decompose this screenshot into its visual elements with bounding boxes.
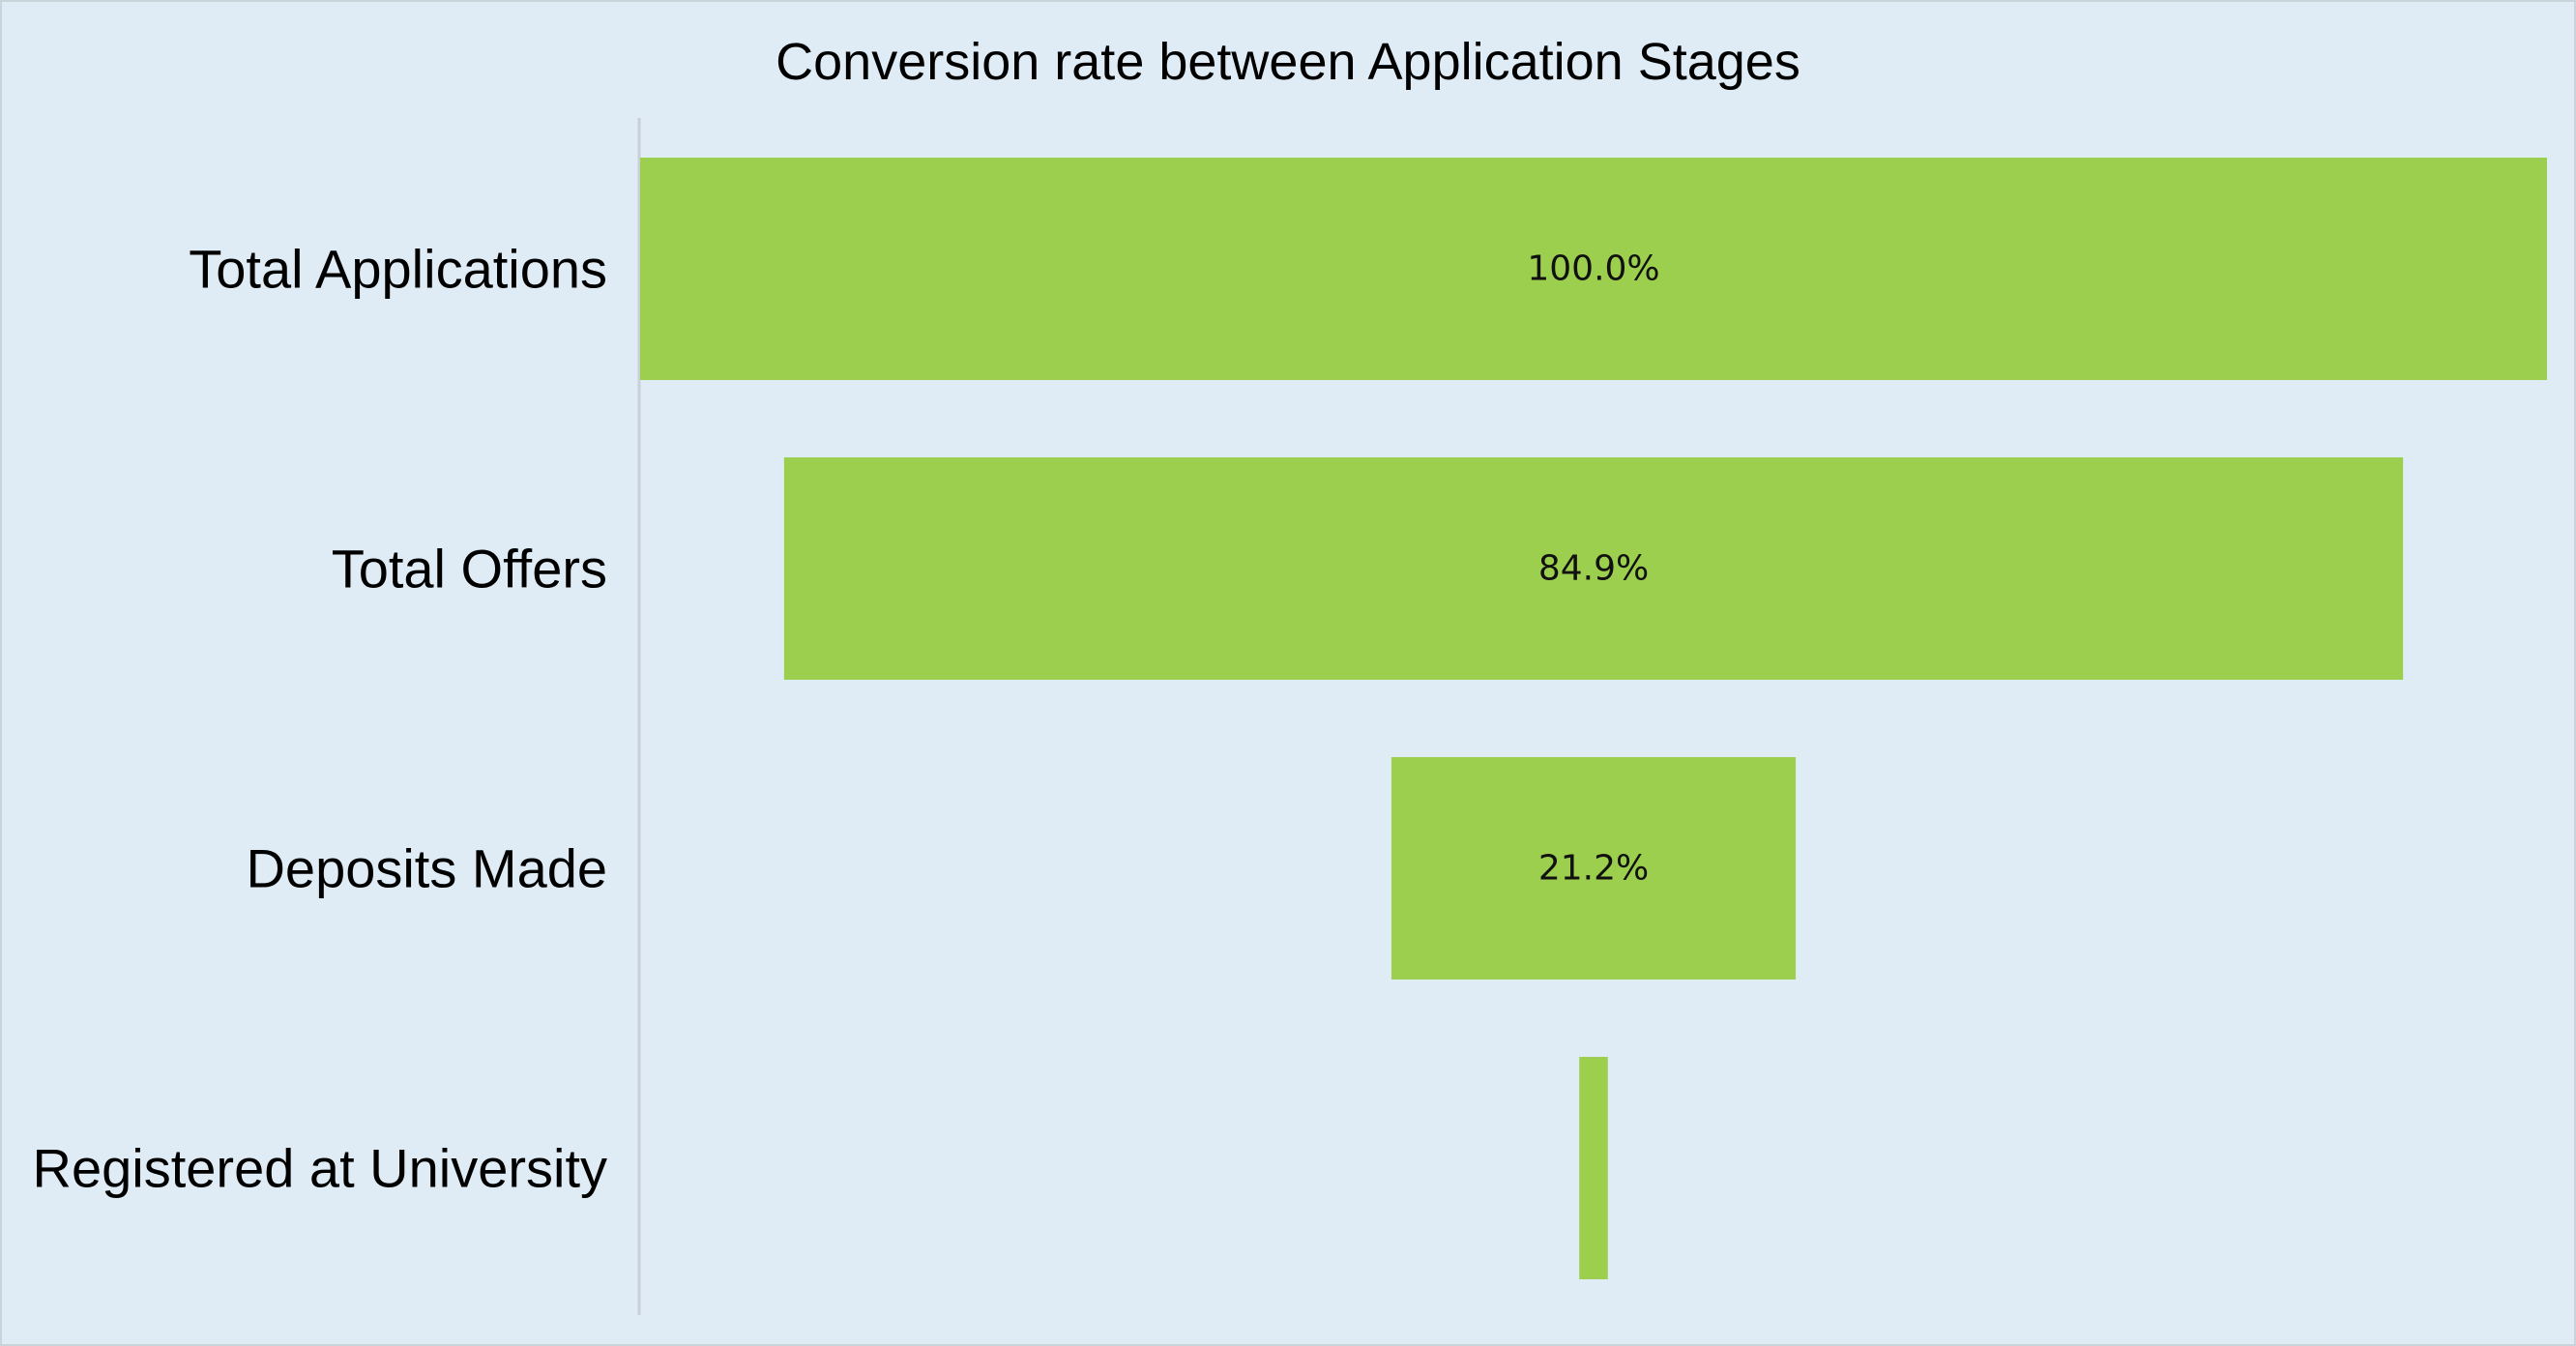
funnel-bars — [640, 158, 2547, 1279]
category-label-2: Deposits Made — [246, 838, 607, 899]
data-label-2: 21.2% — [1538, 849, 1649, 889]
data-label-0: 100.0% — [1527, 249, 1659, 289]
funnel-bar-3 — [1579, 1057, 1608, 1279]
funnel-bar-1 — [783, 457, 2404, 680]
data-label-1: 84.9% — [1538, 549, 1649, 589]
category-label-1: Total Offers — [332, 539, 607, 600]
category-label-3: Registered at University — [33, 1138, 607, 1199]
funnel-bar-2 — [1390, 757, 1797, 980]
data-labels: 100.0% 84.9% 21.2% — [1527, 249, 1659, 889]
funnel-bar-0 — [640, 158, 2547, 380]
category-label-0: Total Applications — [189, 239, 607, 300]
category-labels: Total Applications Total Offers Deposits M… — [33, 239, 607, 1199]
chart-title: Conversion rate between Application Stag… — [776, 33, 1800, 91]
